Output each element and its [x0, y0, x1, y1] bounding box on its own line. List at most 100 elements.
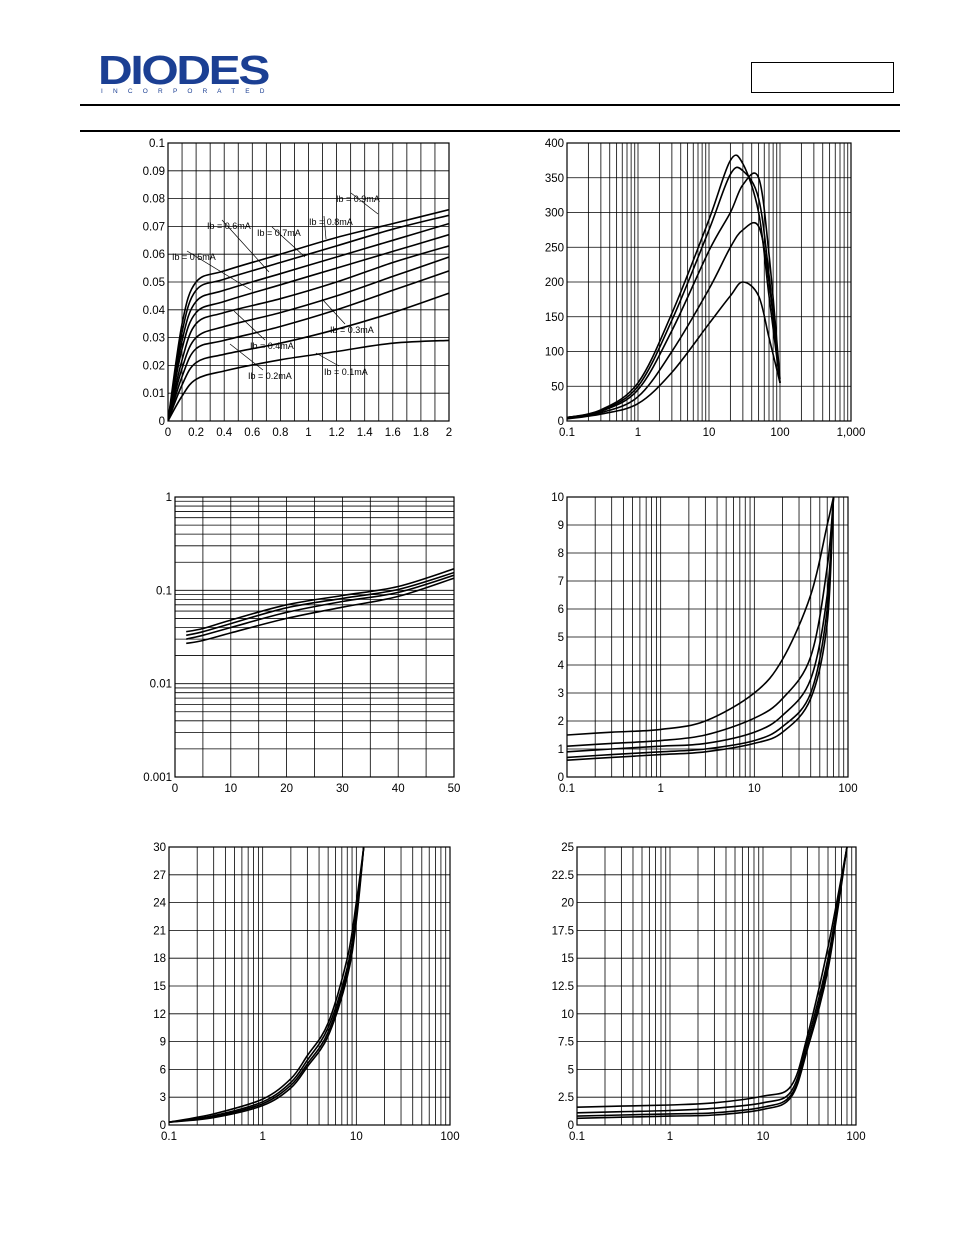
x-tick-label: 1.2 — [329, 427, 345, 439]
annotation-leader — [233, 310, 266, 341]
y-tick-label: 0.02 — [143, 360, 165, 372]
annotation-leader — [271, 226, 306, 258]
chart-3-grid — [174, 497, 455, 778]
chart-1-grid — [167, 142, 450, 422]
y-tick-label: 20 — [561, 898, 574, 910]
x-tick-label: 1,000 — [837, 427, 866, 439]
y-tick-label: 4 — [558, 660, 565, 672]
chart-1-series — [168, 208, 449, 422]
series-line-8 — [168, 214, 449, 422]
y-tick-label: 150 — [545, 312, 564, 324]
part-number-box — [751, 62, 894, 93]
y-tick-label: 100 — [545, 347, 564, 359]
annotation-leader — [221, 219, 270, 273]
x-tick-label: 2 — [446, 427, 452, 439]
series-line-1 — [577, 846, 848, 1108]
y-tick-label: 21 — [153, 925, 166, 937]
y-tick-label: 0.1 — [149, 138, 165, 150]
y-tick-label: 17.5 — [552, 925, 574, 937]
series-line-3 — [567, 496, 835, 753]
y-tick-label: 7.5 — [558, 1037, 574, 1049]
series-line-4 — [567, 496, 835, 759]
y-tick-label: 200 — [545, 277, 564, 289]
x-tick-label: 0.8 — [272, 427, 288, 439]
x-tick-label: 10 — [757, 1131, 770, 1143]
chart-1-annotations: Ib = 0.1mA Ib = 0.2mA Ib = 0.3mA Ib = 0.4mA… — [172, 192, 380, 381]
ib-annotation: Ib = 0.4mA — [250, 341, 294, 351]
series-line-3 — [169, 846, 365, 1123]
x-tick-label: 1.8 — [413, 427, 429, 439]
chart-2: 0.1 1 10 100 1,000 0 50 100 150 200 250 300 350 400 — [545, 138, 866, 439]
x-tick-label: 1 — [667, 1131, 673, 1143]
chart-2-series — [567, 154, 781, 420]
chart-5-series — [169, 846, 365, 1123]
x-tick-label: 0 — [165, 427, 171, 439]
y-tick-label: 3 — [160, 1092, 166, 1104]
series-line-5 — [168, 245, 449, 422]
x-tick-label: 10 — [224, 783, 237, 795]
y-tick-label: 0.1 — [156, 585, 172, 597]
series-line-2 — [567, 172, 781, 419]
series-line-7 — [168, 222, 449, 422]
chart-6-grid — [576, 846, 856, 1126]
ib-annotation: Ib = 0.9mA — [336, 194, 380, 204]
y-tick-label: 9 — [558, 520, 564, 532]
chart-2-grid — [566, 142, 851, 422]
annotation-leader — [186, 250, 252, 291]
x-tick-label: 0.1 — [559, 427, 575, 439]
x-tick-label: 1 — [305, 427, 311, 439]
series-line-1 — [186, 568, 454, 633]
y-tick-label: 0 — [558, 416, 564, 428]
y-tick-label: 1 — [558, 744, 564, 756]
x-tick-label: 20 — [280, 783, 293, 795]
series-line-1 — [168, 339, 449, 422]
y-tick-label: 27 — [153, 870, 166, 882]
ib-annotation: Ib = 0.1mA — [324, 367, 368, 377]
series-line-4 — [186, 577, 454, 645]
header-rule — [80, 104, 900, 106]
annotation-leader — [323, 215, 327, 240]
x-tick-label: 50 — [448, 783, 461, 795]
y-tick-label: 10 — [551, 492, 564, 504]
chart-5-grid — [168, 846, 450, 1126]
logo-subtext: I N C O R P O R A T E D — [101, 88, 265, 95]
x-tick-label: 0.4 — [216, 427, 233, 439]
y-tick-label: 15 — [153, 981, 166, 993]
plot-frame — [576, 846, 857, 1126]
series-line-2 — [169, 846, 365, 1123]
series-line-9 — [168, 208, 449, 422]
ib-annotation: Ib = 0.6mA — [207, 221, 251, 231]
y-tick-label: 0 — [160, 1120, 166, 1132]
series-line-1 — [567, 221, 781, 419]
series-line-4 — [577, 846, 848, 1120]
y-tick-label: 8 — [558, 548, 564, 560]
x-tick-label: 10 — [350, 1131, 363, 1143]
x-tick-label: 0.2 — [188, 427, 204, 439]
x-tick-label: 1.6 — [385, 427, 401, 439]
y-tick-label: 0.03 — [143, 333, 165, 345]
annotation-leader — [321, 298, 346, 325]
series-line-5 — [567, 281, 781, 420]
y-tick-label: 9 — [160, 1037, 166, 1049]
y-tick-label: 10 — [561, 1009, 574, 1021]
x-tick-label: 0 — [172, 783, 178, 795]
x-tick-label: 100 — [846, 1131, 865, 1143]
section-rule — [80, 130, 900, 132]
x-tick-label: 100 — [440, 1131, 459, 1143]
x-tick-label: 100 — [838, 783, 857, 795]
ib-annotation: Ib = 0.8mA — [309, 217, 353, 227]
y-tick-label: 5 — [558, 632, 564, 644]
y-tick-label: 3 — [558, 688, 564, 700]
plot-frame — [566, 496, 849, 778]
y-tick-label: 7 — [558, 576, 564, 588]
chart-4: 0.1 1 10 100 0 1 2 3 4 5 6 7 8 9 10 — [551, 492, 857, 795]
series-line-6 — [168, 233, 449, 422]
x-tick-label: 1.4 — [357, 427, 374, 439]
y-tick-label: 2 — [558, 716, 564, 728]
y-tick-label: 25 — [561, 842, 574, 854]
x-tick-label: 1 — [657, 783, 663, 795]
y-tick-label: 18 — [153, 953, 166, 965]
y-tick-label: 12.5 — [552, 981, 574, 993]
y-tick-label: 350 — [545, 173, 564, 185]
